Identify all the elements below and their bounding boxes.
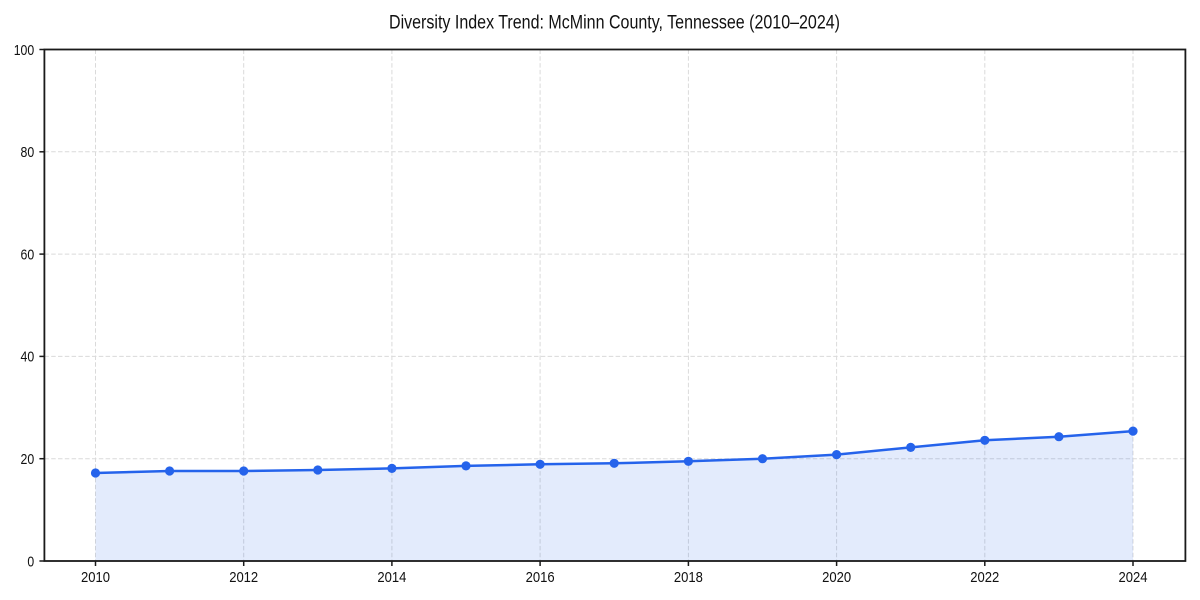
svg-text:40: 40 (21, 349, 35, 366)
svg-text:2022: 2022 (970, 569, 999, 586)
svg-text:0: 0 (27, 553, 34, 570)
svg-text:2012: 2012 (229, 569, 258, 586)
svg-text:Diversity Index Trend: McMinn: Diversity Index Trend: McMinn County, Te… (389, 13, 840, 34)
svg-text:80: 80 (21, 144, 35, 161)
svg-text:60: 60 (21, 246, 35, 263)
svg-text:2016: 2016 (526, 569, 555, 586)
svg-text:2010: 2010 (81, 569, 110, 586)
svg-text:2020: 2020 (822, 569, 851, 586)
svg-text:2018: 2018 (674, 569, 703, 586)
svg-text:2014: 2014 (377, 569, 406, 586)
svg-text:2024: 2024 (1119, 569, 1148, 586)
svg-text:100: 100 (14, 42, 35, 59)
svg-text:20: 20 (21, 451, 35, 468)
